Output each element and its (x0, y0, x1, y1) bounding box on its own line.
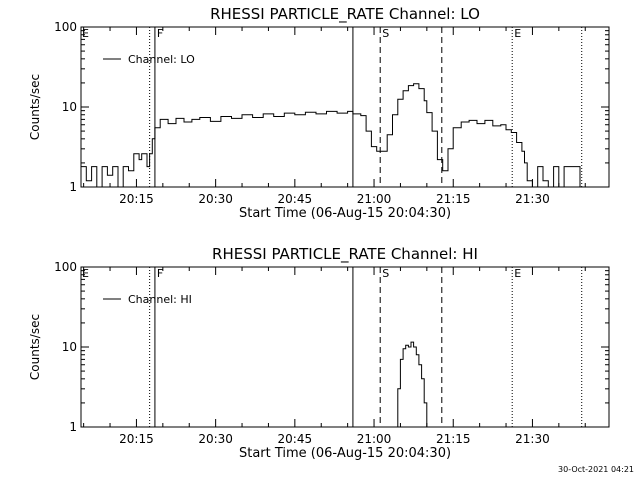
event-marker-label: S (382, 267, 389, 280)
event-marker-label: S (382, 27, 389, 40)
x-tick-label: 20:30 (198, 432, 233, 446)
x-tick-label: 21:30 (515, 192, 550, 206)
plot-frame (80, 26, 610, 188)
event-marker-label: E (514, 27, 521, 40)
x-tick-label: 20:45 (278, 192, 313, 206)
x-tick-label: 21:00 (357, 432, 392, 446)
x-tick-label: 21:00 (357, 192, 392, 206)
chart-panel-2: RHESSI PARTICLE_RATE Channel: HI 1 10 100 Co… (28, 245, 610, 461)
y-tick-label: 10 (62, 340, 77, 354)
y-tick-label: 100 (54, 20, 77, 34)
x-tick-label: 20:15 (119, 432, 154, 446)
y-tick-label: 10 (62, 100, 77, 114)
x-axis-label: Start Time (06-Aug-15 20:04:30) (239, 446, 451, 461)
x-tick-label: 21:15 (436, 432, 471, 446)
y-tick-label: 1 (69, 180, 77, 194)
y-axis-label: Counts/sec (28, 74, 42, 140)
x-axis-label: Start Time (06-Aug-15 20:04:30) (239, 206, 451, 221)
y-axis-label: Counts/sec (28, 314, 42, 380)
event-marker-label: F (157, 27, 163, 40)
chart-panel-1: RHESSI PARTICLE_RATE Channel: LO 1 10 100 Co… (28, 5, 610, 221)
event-marker-label: E (514, 267, 521, 280)
x-tick-label: 20:30 (198, 192, 233, 206)
series-line (81, 83, 583, 188)
legend-label: Channel: LO (128, 53, 195, 66)
x-tick-label: 21:15 (436, 192, 471, 206)
chart-title: RHESSI PARTICLE_RATE Channel: HI (212, 245, 478, 264)
y-tick-label: 100 (54, 260, 77, 274)
edge-marker-label: E (82, 267, 89, 280)
footer-timestamp: 30-Oct-2021 04:21 (558, 465, 634, 474)
y-tick-label: 1 (69, 420, 77, 434)
legend-label: Channel: HI (128, 293, 192, 306)
chart-title: RHESSI PARTICLE_RATE Channel: LO (210, 5, 480, 24)
x-tick-label: 20:45 (278, 432, 313, 446)
x-tick-label: 21:30 (515, 432, 550, 446)
x-tick-label: 20:15 (119, 192, 154, 206)
series-line (395, 341, 428, 428)
edge-marker-label: E (82, 27, 89, 40)
event-marker-label: F (157, 267, 163, 280)
plot-frame (80, 266, 610, 428)
